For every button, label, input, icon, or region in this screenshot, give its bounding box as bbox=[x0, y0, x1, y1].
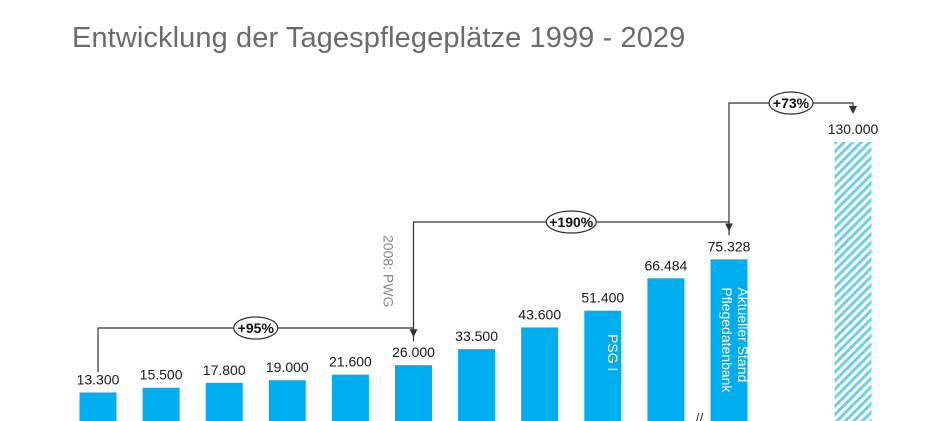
value-label: 13.300 bbox=[77, 371, 120, 387]
bar bbox=[142, 387, 180, 421]
value-label: 33.500 bbox=[455, 328, 498, 344]
side-note: 2008: PWG bbox=[381, 235, 397, 307]
bar bbox=[79, 392, 117, 421]
bar bbox=[205, 382, 243, 421]
bar-annotation: Pflegedatenbank bbox=[719, 287, 735, 393]
bar bbox=[521, 327, 559, 421]
change-badge bbox=[233, 316, 279, 340]
bar bbox=[268, 380, 306, 421]
value-label: 43.600 bbox=[518, 306, 561, 322]
value-label: 21.600 bbox=[329, 354, 372, 370]
value-label: 17.800 bbox=[203, 362, 246, 378]
value-label: 130.000 bbox=[828, 121, 879, 137]
bar bbox=[710, 259, 748, 421]
chart-title: Entwicklung der Tagespflegeplätze 1999 -… bbox=[72, 22, 686, 54]
value-label: 66.484 bbox=[644, 257, 687, 273]
bar bbox=[395, 365, 432, 421]
bar bbox=[458, 349, 496, 421]
value-label: 51.400 bbox=[581, 290, 624, 306]
bar-annotation: Aktueller Stand bbox=[735, 287, 751, 382]
value-label: 15.500 bbox=[140, 367, 183, 383]
bar-projected bbox=[834, 142, 872, 421]
value-label: 26.000 bbox=[392, 344, 435, 360]
bar bbox=[647, 278, 685, 421]
change-label: +190% bbox=[549, 214, 594, 230]
value-label: 75.328 bbox=[708, 238, 751, 254]
value-label: 19.000 bbox=[266, 359, 309, 375]
change-label: +95% bbox=[238, 320, 275, 336]
bar bbox=[331, 374, 369, 421]
change-label: +73% bbox=[773, 95, 810, 111]
bar-annotation: PSG I bbox=[605, 334, 621, 371]
change-badge bbox=[768, 91, 814, 115]
bar bbox=[584, 310, 622, 421]
change-badge bbox=[545, 210, 597, 234]
axis-break-mark: // bbox=[696, 410, 704, 421]
